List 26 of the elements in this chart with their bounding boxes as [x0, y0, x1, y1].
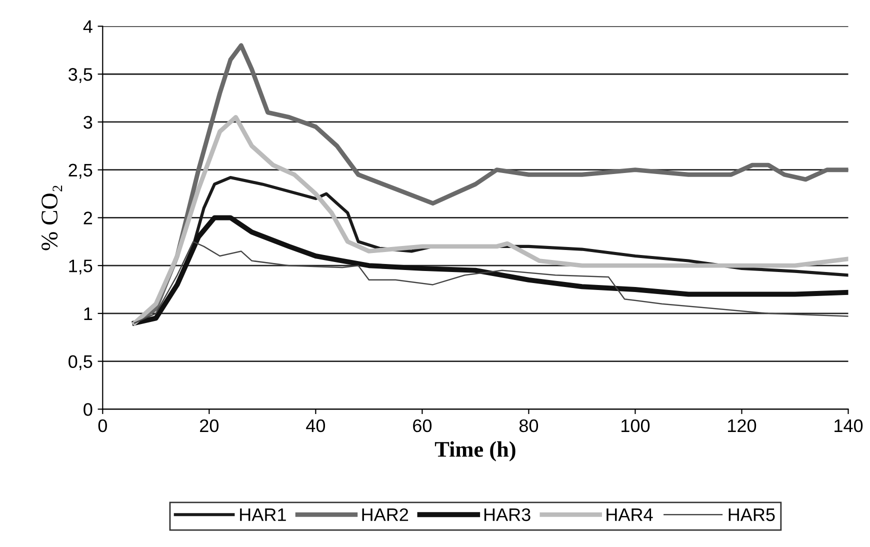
x-tick-label: 100: [622, 419, 650, 432]
x-tick-label: 80: [519, 419, 538, 432]
y-axis-title: % CO₂: [42, 186, 62, 250]
legend-label: HAR5: [728, 508, 775, 522]
x-tick-label: 0: [98, 419, 107, 432]
x-axis-title: Time (h): [434, 441, 516, 462]
x-tick-label: 20: [200, 419, 219, 432]
y-tick-label: 1,5: [69, 260, 92, 274]
y-tick-label: 3: [84, 116, 92, 129]
y-tick-label: 1: [84, 308, 92, 320]
y-tick-label: 2: [84, 212, 92, 224]
x-tick-label: 40: [306, 419, 326, 432]
legend-label: HAR4: [606, 508, 653, 521]
x-tick-label: 120: [728, 419, 756, 432]
x-tick-label: 60: [413, 419, 432, 432]
legend-label: HAR1: [240, 508, 286, 521]
legend-label: HAR3: [484, 508, 530, 522]
y-tick-label: 3,5: [68, 68, 92, 83]
legend-label: HAR2: [362, 508, 408, 521]
y-tick-label: 0,5: [68, 355, 92, 370]
y-tick-label: 4: [83, 20, 92, 33]
y-tick-label: 2,5: [68, 164, 92, 179]
x-tick-label: 140: [834, 419, 863, 432]
line-series: [132, 114, 848, 326]
line-series: [134, 241, 848, 324]
y-tick-label: 0: [84, 403, 92, 416]
